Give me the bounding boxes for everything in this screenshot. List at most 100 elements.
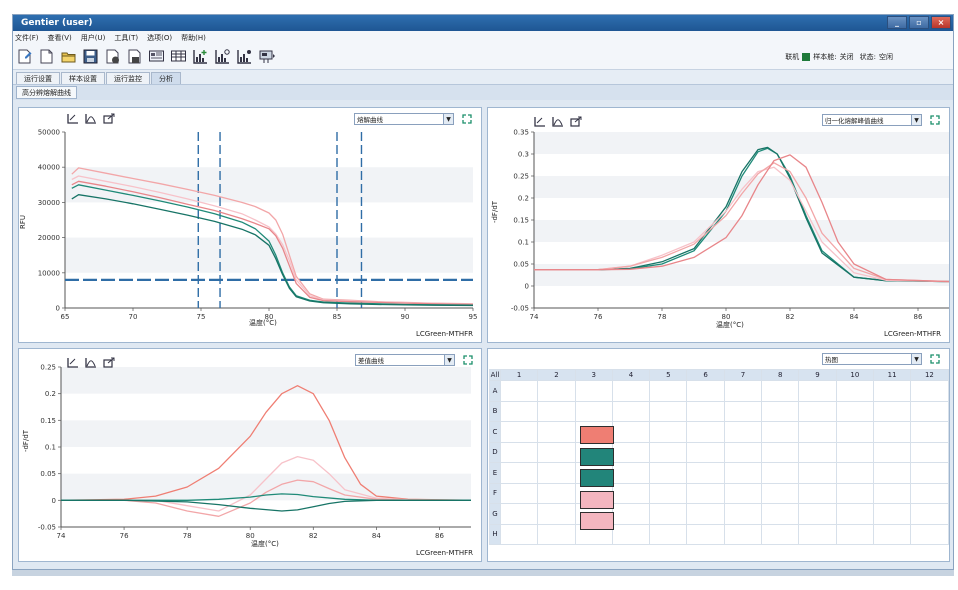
column-header[interactable]: 4 [611,369,651,381]
plate-cell[interactable] [649,400,688,422]
row-header[interactable]: D [489,441,501,463]
plate-cell[interactable] [872,441,912,463]
column-header[interactable]: 1 [499,369,539,381]
plate-cell[interactable] [499,400,539,422]
plate-cell[interactable] [798,462,837,484]
plate-cell[interactable] [499,462,539,484]
plate-cell[interactable] [910,503,949,525]
zoom-axis-icon[interactable] [67,357,79,368]
plate-cell[interactable] [611,380,651,402]
menu-tools[interactable]: 工具(T) [114,33,139,42]
plate-cell[interactable] [649,421,688,443]
plate-cell[interactable] [611,482,651,504]
maximize-button[interactable]: ▫ [909,16,929,29]
plate-cell[interactable] [686,380,725,402]
close-button[interactable]: × [931,16,951,29]
expand-icon[interactable] [930,115,940,125]
monitor-icon[interactable] [148,48,165,65]
plate-cell[interactable] [611,441,651,463]
curve-icon[interactable] [85,113,97,124]
plate-cell[interactable] [835,380,874,402]
tab-run-monitor[interactable]: 运行监控 [106,72,150,84]
row-header[interactable]: C [489,421,501,443]
plate-cell[interactable] [798,503,837,525]
plate-cell[interactable] [910,441,949,463]
plate-cell[interactable] [611,400,651,422]
row-header[interactable]: E [489,462,501,484]
plate-cell[interactable] [537,503,576,525]
plate-cell[interactable] [537,421,576,443]
plate-cell[interactable] [649,441,688,463]
export-chart-icon[interactable] [570,116,582,127]
chart-settings-icon[interactable] [214,48,231,65]
plate-cell[interactable] [798,482,837,504]
plate-cell[interactable] [649,482,688,504]
plate-cell[interactable] [723,400,763,422]
export-chart-icon[interactable] [103,113,115,124]
plate-cell[interactable] [723,462,763,484]
plate-cell[interactable] [910,462,949,484]
melt-curve-type-dropdown[interactable]: 熔解曲线 ▼ [354,113,454,125]
plate-cell[interactable] [835,462,874,484]
plate-cell[interactable] [798,523,837,545]
plate-cell[interactable] [686,441,725,463]
plate-cell[interactable] [537,482,576,504]
plate-cell[interactable] [611,523,651,545]
plate-cell[interactable] [686,400,725,422]
plate-cell[interactable] [835,441,874,463]
plate-cell[interactable] [723,380,763,402]
plate-cell[interactable] [910,523,949,545]
plate-cell[interactable] [686,482,725,504]
plate-cell[interactable] [499,441,539,463]
sample-well[interactable] [580,426,615,444]
plate-cell[interactable] [835,400,874,422]
plate-cell[interactable] [686,523,725,545]
new-icon[interactable] [16,48,33,65]
normalized-type-dropdown[interactable]: 归一化熔解峰值曲线 ▼ [822,114,922,126]
menu-view[interactable]: 查看(V) [47,33,72,42]
plate-cell[interactable] [499,503,539,525]
plate-cell[interactable] [649,523,688,545]
plate-cell[interactable] [835,523,874,545]
plate-cell[interactable] [872,482,912,504]
menu-options[interactable]: 选项(O) [147,33,173,42]
plate-cell[interactable] [649,503,688,525]
save-icon[interactable] [82,48,99,65]
sample-well[interactable] [580,469,615,487]
expand-icon[interactable] [463,355,473,365]
plate-cell[interactable] [872,503,912,525]
subtab-hrm[interactable]: 高分辨熔解曲线 [16,86,77,99]
plate-cell[interactable] [686,462,725,484]
export-icon[interactable] [104,48,121,65]
plate-cell[interactable] [499,482,539,504]
row-header[interactable]: A [489,380,501,402]
expand-icon[interactable] [462,114,472,124]
chart-add-icon[interactable] [192,48,209,65]
export-chart-icon[interactable] [103,357,115,368]
plate-cell[interactable] [723,441,763,463]
plate-cell[interactable] [649,462,688,484]
curve-icon[interactable] [85,357,97,368]
plate-cell[interactable] [723,421,763,443]
column-header[interactable]: 10 [835,369,874,381]
column-header[interactable]: 11 [872,369,912,381]
print-icon[interactable] [126,48,143,65]
plate-cell[interactable] [835,503,874,525]
menu-help[interactable]: 帮助(H) [181,33,206,42]
tab-analysis[interactable]: 分析 [151,72,181,84]
column-header[interactable]: 3 [574,369,613,381]
plate-cell[interactable] [872,421,912,443]
instrument-icon[interactable] [258,48,275,65]
plate-cell[interactable] [499,523,539,545]
plate-cell[interactable] [835,482,874,504]
tab-sample-settings[interactable]: 样本设置 [61,72,105,84]
plate-cell[interactable] [872,462,912,484]
plate-cell[interactable] [611,462,651,484]
column-header[interactable]: 7 [723,369,763,381]
sample-well[interactable] [580,447,615,466]
menu-user[interactable]: 用户(U) [80,33,106,42]
plate-cell[interactable] [537,523,576,545]
sample-well[interactable] [580,490,615,509]
select-all-cell[interactable]: All [489,369,501,381]
plate-cell[interactable] [761,523,800,545]
